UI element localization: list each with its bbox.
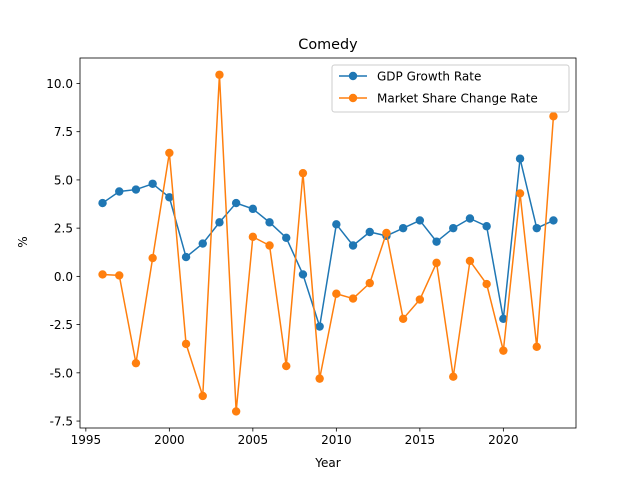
series-1-point <box>231 198 241 208</box>
series-1-point <box>365 227 374 237</box>
legend-label-2: Market Share Change Rate <box>377 92 538 106</box>
series-2-point <box>515 189 525 198</box>
series-2-point <box>499 346 508 355</box>
legend-box <box>331 64 570 113</box>
plot-area: 1995 2000 2005 2010 2015 2020 -7.5 -5.0 -2.5 0.0 2… <box>46 57 577 447</box>
series-2-point <box>482 279 491 289</box>
y-tick-label: 2.5 <box>54 222 73 236</box>
series-1-point <box>348 241 358 250</box>
series-1-point <box>215 218 224 227</box>
y-tick-label: 0.0 <box>54 270 73 284</box>
series-1-point <box>482 222 491 231</box>
series-2-point <box>365 278 374 288</box>
y-tick-label: -7.5 <box>50 415 73 429</box>
series-2-point <box>165 148 174 158</box>
series-2-point <box>298 168 308 178</box>
series-1-point <box>298 270 308 279</box>
series-2-point <box>348 294 358 303</box>
series-1-point <box>515 154 525 163</box>
series-1-point <box>315 322 324 331</box>
y-axis-label: % <box>16 236 30 247</box>
axes-frame <box>79 57 577 429</box>
series-2-point <box>332 289 341 298</box>
series-2-point <box>532 342 541 351</box>
series-2-point <box>449 372 458 381</box>
y-tick-label: 10.0 <box>46 77 73 91</box>
series-2-point <box>215 70 224 79</box>
series-2-point <box>131 358 141 368</box>
x-axis-label: Year <box>314 456 340 470</box>
series-1-point <box>499 314 508 324</box>
series-1-point <box>98 198 107 208</box>
series-2-point <box>465 256 475 266</box>
series-2-point <box>415 295 425 304</box>
y-tick-label: -5.0 <box>50 366 73 380</box>
series-1-point <box>398 223 408 233</box>
legend-label-1: GDP Growth Rate <box>377 70 481 84</box>
y-tick-label: 5.0 <box>54 173 73 187</box>
series-1-point <box>248 204 258 214</box>
series-1-point <box>465 214 475 223</box>
series-2-point <box>265 241 274 250</box>
series-2-point <box>549 112 558 121</box>
y-tick-label: -2.5 <box>50 318 73 332</box>
series-line-2 <box>102 74 555 413</box>
series-1-point <box>148 179 157 188</box>
series-2-point <box>198 391 207 401</box>
series-1-point <box>265 218 274 227</box>
series-1-point <box>131 185 141 194</box>
x-tick-label: 2015 <box>405 433 436 447</box>
series-2-point <box>315 374 324 383</box>
series-1-point <box>165 193 174 202</box>
series-2-point <box>231 407 241 416</box>
y-tick-label: 7.5 <box>54 125 73 139</box>
series-1-point <box>532 223 541 233</box>
series-2-point <box>382 228 391 238</box>
series-2-point <box>98 270 107 279</box>
series-1-point <box>181 252 191 262</box>
chart-title: Comedy <box>298 37 358 53</box>
series-1-point <box>449 223 458 233</box>
x-tick-label: 1995 <box>71 433 102 447</box>
series-line-1 <box>102 157 554 328</box>
series-2-point <box>282 361 291 371</box>
series-1-point <box>415 216 425 225</box>
x-tick-label: 2010 <box>321 433 352 447</box>
legend-marker-2 <box>348 93 358 103</box>
series-1-point <box>198 239 207 248</box>
series-1-point <box>282 233 291 242</box>
legend-marker-1 <box>348 71 358 81</box>
x-tick-label: 2000 <box>154 433 185 447</box>
x-tick-label: 2005 <box>238 433 269 447</box>
series-2-point <box>181 339 191 349</box>
series-1-point <box>549 216 558 225</box>
series-1-point <box>332 220 341 229</box>
series-2-point <box>398 314 408 324</box>
series-2-point <box>432 258 441 268</box>
series-1-point <box>115 187 124 196</box>
series-1-point <box>432 237 441 246</box>
x-tick-label: 2020 <box>488 433 519 447</box>
series-2-point <box>248 232 258 242</box>
series-2-point <box>115 271 124 280</box>
series-2-point <box>148 253 157 263</box>
